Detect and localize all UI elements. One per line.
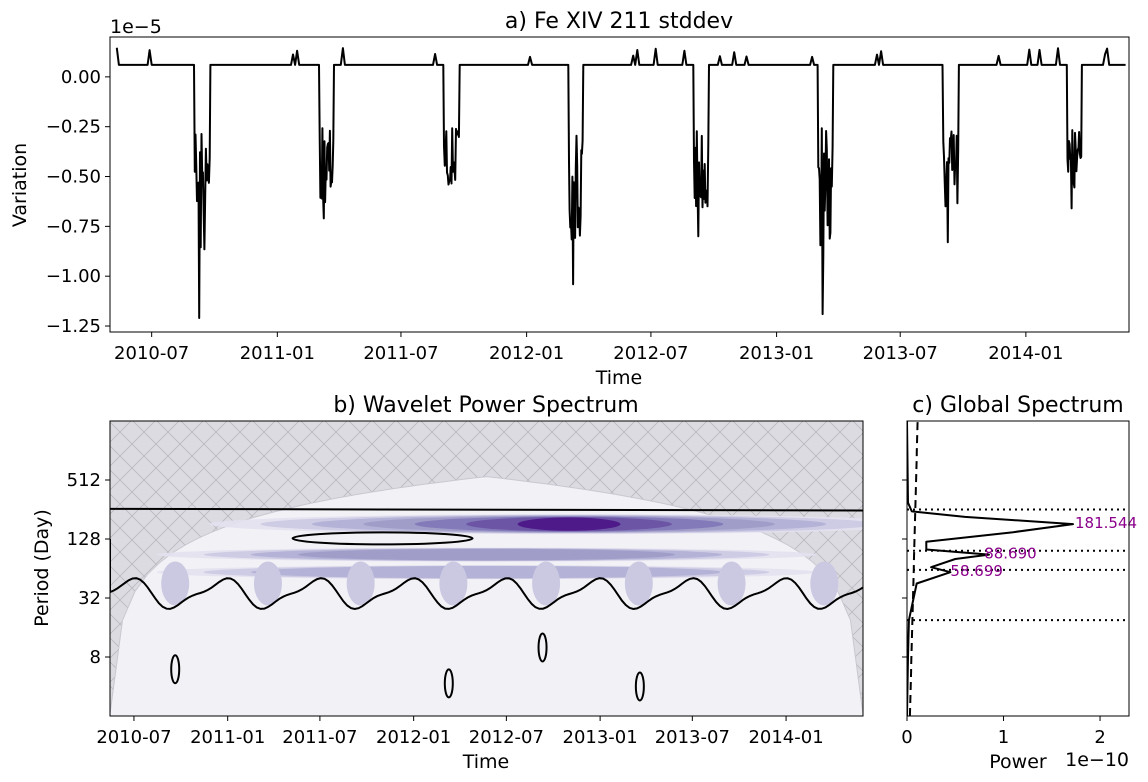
panel-a-xtick-label: 2013-07 (863, 343, 938, 364)
panel-b-power-blob (532, 561, 561, 606)
panel-b-power-band (517, 517, 621, 531)
panel-a-ytick-label: −0.25 (46, 117, 101, 138)
panel-a-xtick-label: 2013-01 (739, 343, 814, 364)
panel-b-power-blob (717, 561, 746, 606)
panel-b-significance-contours (110, 507, 863, 702)
panel-b-power-blob (346, 561, 375, 606)
panel-a-xtick-label: 2012-01 (489, 343, 564, 364)
panel-b-plot (110, 421, 863, 716)
panel-b-xtick-label: 2011-01 (190, 727, 265, 748)
panel-c-xlabel: Power (989, 751, 1047, 773)
panel-a-xtick-label: 2014-01 (988, 343, 1063, 364)
panel-a-title: a) Fe XIV 211 stddev (505, 9, 733, 34)
panel-c-y-ticks (902, 479, 907, 658)
panel-a-xtick-label: 2012-07 (613, 343, 688, 364)
panel-b-contour (291, 531, 474, 546)
panel-b-power-bands (156, 514, 863, 606)
panel-b-contour (110, 507, 863, 512)
panel-b-power-blob (161, 561, 190, 606)
panel-b-contour (170, 654, 181, 685)
panel-b-power-blob (253, 561, 282, 606)
panel-b-x-ticks: 2010-07 2011-01 2011-07 2012-01 2012-07 2013-… (96, 716, 824, 748)
panel-c-xtick-label: 0 (901, 727, 912, 748)
panel-c-spectrum-line (907, 421, 1074, 716)
panel-b-power-blob (439, 561, 468, 606)
panel-b-contour (443, 668, 454, 699)
panel-b-xtick-label: 2011-07 (282, 727, 357, 748)
panel-a-y-ticks: 0.00 −0.25 −0.50 −0.75 −1.00 −1.25 (46, 67, 110, 337)
panel-b-ytick-label: 128 (67, 529, 101, 550)
panel-c-xtick-label: 1 (998, 727, 1009, 748)
panel-c-xtick-label: 2 (1094, 727, 1105, 748)
panel-a-ytick-label: 0.00 (61, 67, 101, 88)
panel-b-xtick-label: 2013-01 (563, 727, 638, 748)
panel-b-ytick-label: 512 (67, 470, 101, 491)
panel-b-ytick-label: 8 (90, 647, 101, 668)
panel-c-offset-label: 1e−10 (1065, 749, 1129, 771)
panel-a-xtick-label: 2011-07 (363, 343, 438, 364)
panel-a-series-line (115, 47, 1126, 319)
panel-c-x-ticks: 0 1 2 (901, 716, 1106, 748)
panel-b-xlabel: Time (462, 751, 510, 773)
panel-b-ytick-label: 32 (78, 588, 101, 609)
panel-b-xtick-label: 2013-07 (655, 727, 730, 748)
panel-a-ytick-label: −0.50 (46, 167, 101, 188)
panel-c-peak-label: 88.690 (984, 545, 1037, 563)
panel-b-ylabel: Period (Day) (31, 509, 53, 627)
panel-a-xtick-label: 2011-01 (240, 343, 315, 364)
panel-b-power-blob (624, 561, 653, 606)
panel-a-ytick-label: −1.25 (46, 316, 101, 337)
panel-c-title: c) Global Spectrum (912, 393, 1123, 418)
panel-b-xtick-label: 2012-07 (469, 727, 544, 748)
panel-c-plot (907, 421, 1129, 716)
panel-c-peak-label: 58.699 (950, 562, 1003, 580)
panel-a: a) Fe XIV 211 stddev 1e−5 0.00 −0.25 −0.50… (9, 9, 1130, 389)
panel-a-xlabel: Time (595, 367, 643, 389)
panel-b: b) Wavelet Power Spectrum 512 128 32 8 2010… (31, 393, 864, 773)
panel-b-power-blob (810, 561, 839, 606)
panel-a-frame (109, 36, 1130, 333)
panel-c-peak-label: 181.544 (1075, 514, 1137, 532)
panel-b-xtick-label: 2014-01 (748, 727, 823, 748)
panel-c-frame (906, 420, 1130, 717)
panel-b-power-band (297, 548, 676, 561)
panel-a-line-group (115, 47, 1126, 319)
panel-a-ylabel: Variation (9, 143, 31, 227)
panel-c-significance-line (908, 421, 919, 716)
panel-b-contour (110, 539, 863, 611)
panel-a-xtick-label: 2010-07 (114, 343, 189, 364)
panel-b-xtick-label: 2012-01 (376, 727, 451, 748)
panel-b-y-ticks: 512 128 32 8 (67, 470, 110, 668)
panel-a-ytick-label: −0.75 (46, 216, 101, 237)
panel-a-ytick-label: −1.00 (46, 266, 101, 287)
panel-b-frame (109, 420, 864, 717)
panel-a-x-ticks: 2010-07 2011-01 2011-07 2012-01 2012-07 2013-… (114, 332, 1063, 364)
panel-b-xtick-label: 2010-07 (96, 727, 171, 748)
panel-b-contour (634, 671, 645, 702)
panel-b-title: b) Wavelet Power Spectrum (333, 393, 638, 418)
panel-a-offset-label: 1e−5 (110, 16, 162, 38)
panel-b-contour (537, 632, 548, 663)
